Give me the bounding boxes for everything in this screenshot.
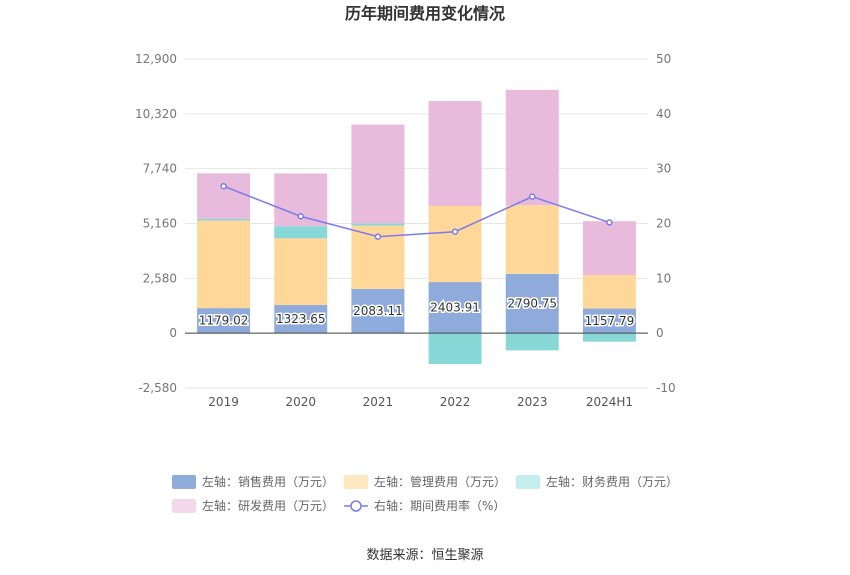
legend-label: 右轴：期间费用率（%） — [374, 498, 505, 513]
axes: -2,580 0 2,580 5,160 7,740 10,320 12,900 -10 0 10… — [135, 52, 676, 409]
bar-segment — [274, 226, 328, 239]
bar-segment — [505, 333, 559, 351]
left-tick-label: 0 — [169, 326, 177, 340]
right-tick-label: 0 — [656, 326, 664, 340]
rate-point — [606, 219, 613, 226]
x-tick-label: 2024H1 — [586, 395, 633, 409]
legend-label: 左轴：研发费用（万元） — [202, 498, 334, 513]
bar-segment — [351, 223, 405, 226]
bar-value-label: 1323.65 — [276, 312, 326, 326]
bar-value-labels: 1179.02 1323.65 2083.11 2403.91 2790.75 1157.… — [197, 295, 635, 329]
left-tick-label: 12,900 — [135, 52, 177, 66]
legend-swatch — [172, 475, 196, 489]
rate-point — [374, 233, 382, 240]
rate-point — [220, 182, 227, 190]
bar-value-label: 1157.79 — [585, 314, 635, 328]
legend-swatch — [172, 499, 196, 513]
bar-value-label: 2790.75 — [507, 297, 557, 311]
bar-value-label: 2403.91 — [430, 301, 480, 315]
bar-segment — [274, 238, 328, 306]
source-note: 数据来源：恒生聚源 — [366, 548, 483, 563]
right-tick-label: 20 — [656, 217, 671, 231]
left-tick-label: -2,580 — [138, 381, 177, 395]
bar-segment — [428, 100, 482, 206]
bar-value-label: 2083.11 — [353, 304, 403, 318]
bar-segment — [505, 89, 559, 206]
rate-line-path — [223, 185, 610, 238]
x-tick-label: 2020 — [285, 395, 316, 409]
bar-segment — [428, 205, 482, 283]
bar-segment — [197, 308, 251, 334]
chart-title: 历年期间费用变化情况 — [345, 4, 505, 23]
grid-lines — [185, 58, 648, 389]
right-tick-label: 50 — [656, 52, 671, 66]
legend-label: 左轴：销售费用（万元） — [202, 474, 334, 489]
bar-segment — [428, 333, 482, 364]
left-tick-label: 5,160 — [143, 217, 177, 231]
x-tick-label: 2023 — [517, 395, 548, 409]
legend-label: 左轴：财务费用（万元） — [546, 474, 678, 489]
bar-segment — [197, 173, 251, 219]
bar-segment — [274, 305, 328, 334]
bar-value-label: 1179.02 — [199, 314, 249, 328]
bar-segment — [428, 282, 482, 334]
bar-segment — [351, 124, 405, 224]
right-tick-label: 40 — [656, 107, 671, 121]
x-tick-label: 2021 — [363, 395, 394, 409]
x-tick-label: 2022 — [440, 395, 471, 409]
rate-point — [529, 193, 536, 200]
left-tick-label: 2,580 — [143, 271, 177, 285]
bar-segment — [505, 205, 559, 274]
legend-label: 左轴：管理费用（万元） — [374, 474, 506, 489]
bar-segment — [197, 218, 251, 221]
x-tick-label: 2019 — [208, 395, 239, 409]
bar-segment — [505, 273, 559, 334]
bar-segment — [197, 220, 251, 309]
legend-swatch — [344, 475, 368, 489]
bar-segment — [582, 274, 636, 309]
bars — [197, 89, 636, 364]
legend-swatch — [516, 475, 540, 489]
legend-line-marker — [350, 500, 362, 512]
left-tick-label: 10,320 — [135, 107, 177, 121]
right-tick-label: 10 — [656, 271, 671, 285]
rate-point — [451, 228, 459, 235]
right-tick-label: -10 — [656, 381, 676, 395]
rate-point — [297, 213, 304, 220]
bar-segment — [582, 308, 636, 334]
bar-segment — [582, 221, 636, 275]
right-tick-label: 30 — [656, 162, 671, 176]
rate-line — [220, 182, 613, 240]
bar-segment — [351, 288, 405, 334]
bar-segment — [582, 333, 636, 342]
left-tick-label: 7,740 — [143, 162, 177, 176]
legend: 左轴：销售费用（万元） 左轴：管理费用（万元） 左轴：财务费用（万元） 左轴：研发费用… — [172, 474, 678, 513]
